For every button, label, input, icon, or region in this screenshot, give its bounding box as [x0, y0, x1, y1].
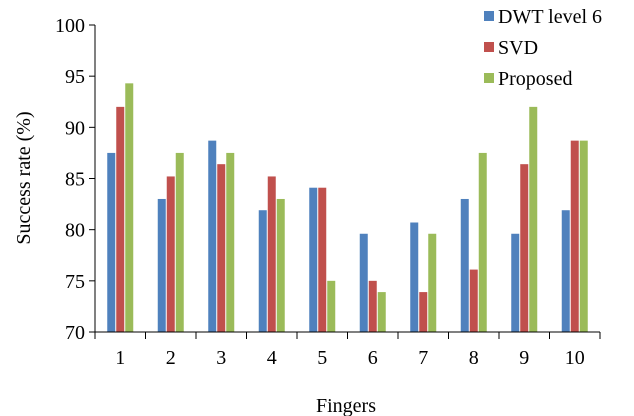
bar-svd-10 — [570, 140, 579, 332]
bar-dwt-level-6-4 — [258, 210, 267, 332]
bar-proposed-3 — [226, 152, 235, 332]
legend-swatch-proposed — [484, 73, 494, 83]
x-tick-label: 10 — [565, 347, 585, 369]
bar-svd-9 — [520, 164, 529, 332]
y-ticks-layer: 70 75 80 85 90 95 100 — [55, 15, 95, 344]
x-tick-label: 3 — [216, 347, 226, 369]
bar-svd-1 — [116, 106, 125, 332]
bar-svd-5 — [318, 187, 327, 332]
legend-swatch-dwt-level-6 — [484, 11, 494, 21]
legend-swatch-svd — [484, 42, 494, 52]
y-tick-label: 70 — [65, 322, 85, 344]
x-tick-label: 4 — [267, 347, 277, 369]
legend-label: SVD — [498, 37, 538, 59]
bar-proposed-1 — [125, 83, 134, 332]
y-tick-label: 100 — [55, 15, 85, 37]
bar-dwt-level-6-6 — [359, 233, 368, 332]
bar-dwt-level-6-8 — [460, 198, 469, 332]
bar-svd-3 — [217, 164, 226, 332]
bar-dwt-level-6-9 — [511, 233, 520, 332]
bar-proposed-5 — [327, 280, 336, 332]
y-axis-title: Success rate (%) — [13, 111, 35, 244]
x-axis-title: Fingers — [316, 395, 376, 416]
x-tick-label: 1 — [115, 347, 125, 369]
bar-dwt-level-6-1 — [107, 152, 116, 332]
x-tick-label: 8 — [469, 347, 479, 369]
bar-proposed-9 — [529, 106, 538, 332]
bar-svd-4 — [267, 176, 276, 332]
bar-proposed-10 — [579, 140, 588, 332]
bar-svd-8 — [469, 269, 478, 332]
bar-svd-7 — [419, 292, 428, 332]
bar-dwt-level-6-10 — [561, 210, 570, 332]
x-tick-label: 7 — [418, 347, 428, 369]
bar-dwt-level-6-5 — [309, 187, 318, 332]
bar-proposed-7 — [428, 233, 437, 332]
legend-label: DWT level 6 — [498, 6, 602, 28]
bar-proposed-4 — [276, 198, 285, 332]
legend-label: Proposed — [498, 68, 572, 90]
bar-dwt-level-6-7 — [410, 222, 419, 332]
x-tick-label: 9 — [519, 347, 529, 369]
y-tick-label: 85 — [65, 169, 85, 191]
y-tick-label: 80 — [65, 220, 85, 242]
bar-proposed-6 — [377, 292, 386, 332]
x-tick-label: 5 — [317, 347, 327, 369]
bar-dwt-level-6-2 — [157, 198, 166, 332]
bar-proposed-8 — [478, 152, 487, 332]
legend: DWT level 6 SVD Proposed — [484, 6, 602, 90]
x-ticks-layer: 1 2 3 4 5 6 7 8 9 10 — [94, 332, 601, 369]
x-tick-label: 2 — [166, 347, 176, 369]
x-tick-label: 6 — [368, 347, 378, 369]
bar-svd-6 — [368, 280, 377, 332]
y-tick-label: 95 — [65, 66, 85, 88]
y-tick-label: 75 — [65, 271, 85, 293]
bar-svd-2 — [166, 176, 175, 332]
y-tick-label: 90 — [65, 117, 85, 139]
bars-layer — [107, 83, 588, 332]
bar-proposed-2 — [175, 152, 184, 332]
bar-dwt-level-6-3 — [208, 140, 217, 332]
